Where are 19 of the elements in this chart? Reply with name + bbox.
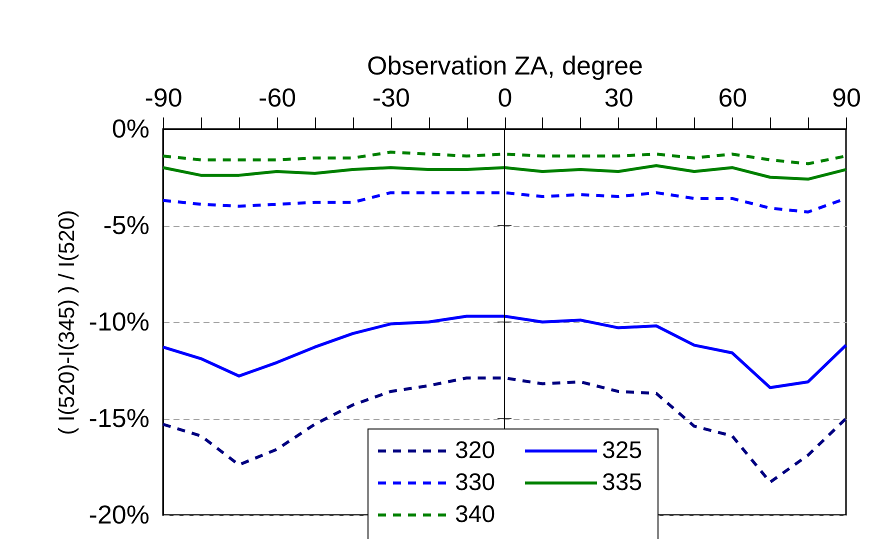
y-tick-label: -20% bbox=[88, 500, 150, 530]
legend-label: 320 bbox=[455, 437, 496, 464]
y-tick-label: -15% bbox=[88, 403, 150, 433]
x-tick-label: 30 bbox=[604, 82, 634, 112]
legend-label: 340 bbox=[455, 501, 496, 528]
legend-label: 335 bbox=[602, 469, 642, 496]
x-tick-label: 0 bbox=[498, 82, 512, 112]
x-tick-label: -90 bbox=[144, 82, 182, 112]
y-tick-label: 0% bbox=[112, 114, 150, 144]
x-tick-label: 60 bbox=[718, 82, 748, 112]
y-tick-label: -10% bbox=[88, 306, 150, 336]
x-tick-label: 90 bbox=[832, 82, 861, 112]
legend-label: 330 bbox=[455, 469, 496, 496]
legend-label: 325 bbox=[602, 437, 642, 464]
y-axis-title: ( I(520)-I(345) ) / I(520) bbox=[54, 210, 79, 435]
x-tick-label: -60 bbox=[258, 82, 296, 112]
x-axis-title: Observation ZA, degree bbox=[366, 50, 644, 80]
y-tick-label: -5% bbox=[103, 210, 150, 240]
x-tick-label: -30 bbox=[372, 82, 410, 112]
